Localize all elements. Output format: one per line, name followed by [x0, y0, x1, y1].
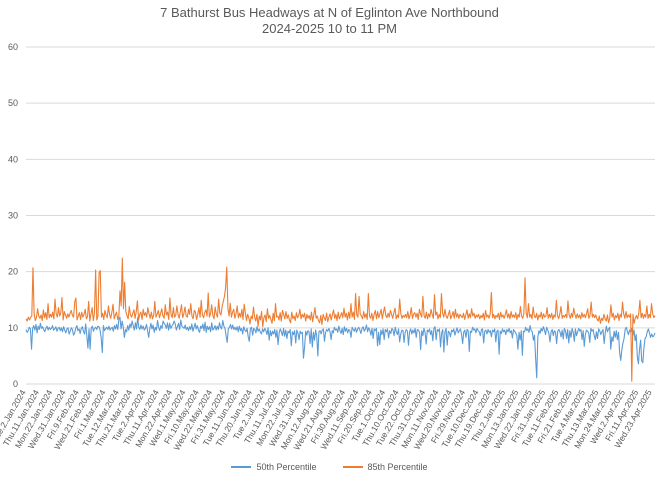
series-line-85th-percentile	[25, 257, 656, 382]
gridlines	[26, 46, 655, 385]
legend-label-50th: 50th Percentile	[256, 462, 317, 472]
y-tick-label: 30	[8, 211, 18, 221]
y-tick-label: 0	[13, 379, 18, 389]
series-line-50th-percentile	[25, 316, 656, 379]
y-tick-label: 60	[8, 42, 18, 52]
y-tick-label: 10	[8, 323, 18, 333]
chart-subtitle: 2024-2025 10 to 11 PM	[262, 21, 397, 36]
legend-swatch-85th	[342, 466, 363, 468]
legend-swatch-50th	[231, 466, 252, 468]
y-tick-label: 20	[8, 267, 18, 277]
y-tick-label: 40	[8, 154, 18, 164]
chart-title: 7 Bathurst Bus Headways at N of Eglinton…	[160, 5, 499, 20]
legend-item-85th: 85th Percentile	[342, 462, 428, 472]
y-tick-label: 50	[8, 98, 18, 108]
x-axis-tick-labels: Tue.2.Jan.2024Thu.11.Jan.2024Mon.22.Jan.…	[0, 388, 654, 452]
legend: 50th Percentile 85th Percentile	[0, 462, 659, 472]
legend-label-85th: 85th Percentile	[367, 462, 428, 472]
legend-item-50th: 50th Percentile	[231, 462, 317, 472]
series-lines	[25, 257, 656, 382]
y-axis-tick-labels: 0 10 20 30 40 50 60	[8, 42, 18, 389]
